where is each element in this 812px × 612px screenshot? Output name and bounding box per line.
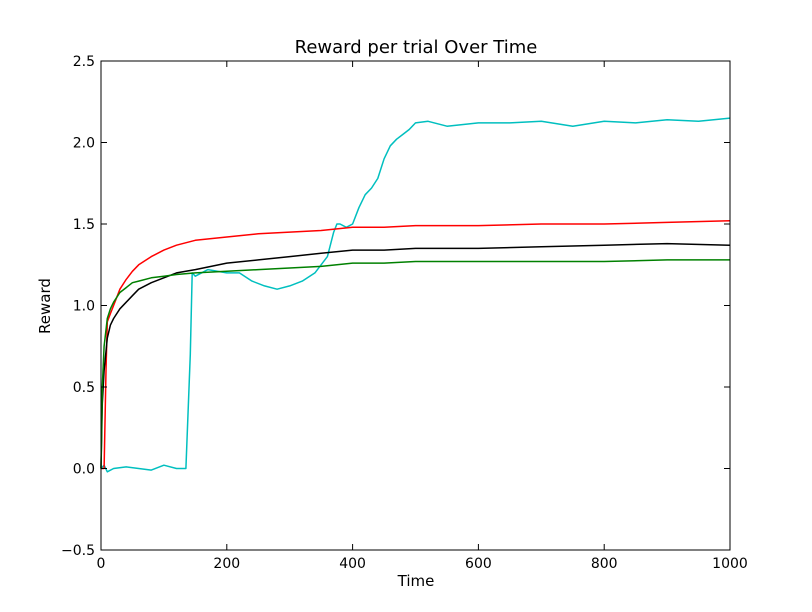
y-tick-label: 2.5 <box>73 54 95 70</box>
x-axis-label: Time <box>397 572 435 590</box>
x-tick-label: 800 <box>591 556 618 572</box>
series-line-4 <box>100 259 730 469</box>
ticks-layer: 0 200 400 600 800 1000 −0.5 0.0 0.5 1.0 1.5 2.0 2.5 <box>61 54 748 572</box>
y-axis-label: Reward <box>36 278 54 334</box>
y-tick-label: 2.0 <box>73 136 95 152</box>
y-tick-label: 1.5 <box>73 217 95 233</box>
series-line-2 <box>101 219 731 470</box>
x-tick-label: 1000 <box>712 556 748 572</box>
y-tick-label: 0.0 <box>73 462 95 478</box>
x-tick-label: 200 <box>213 556 240 572</box>
series-line-1 <box>100 117 731 473</box>
x-tick-label: 600 <box>465 556 492 572</box>
series-line-3 <box>100 242 731 469</box>
series-layer <box>100 117 731 473</box>
x-tick-label: 0 <box>97 556 106 572</box>
chart-title: Reward per trial Over Time <box>295 37 538 58</box>
y-tick-label: 1.0 <box>73 299 95 315</box>
x-tick-label: 400 <box>339 556 366 572</box>
y-tick-label: 0.5 <box>73 380 95 396</box>
y-tick-label: −0.5 <box>61 543 95 559</box>
